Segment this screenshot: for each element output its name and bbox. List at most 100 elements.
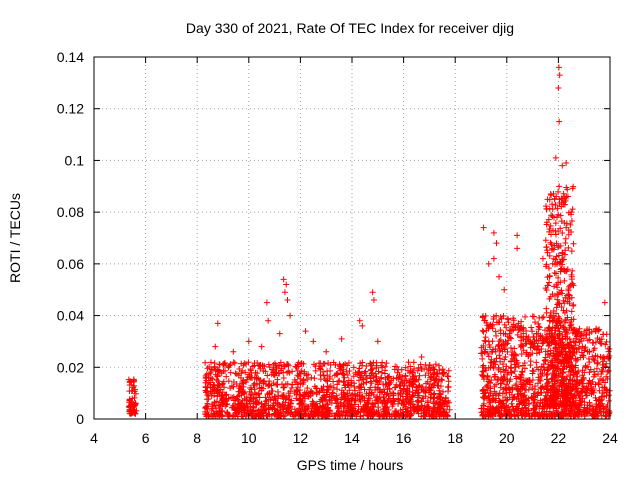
data-point [382, 400, 389, 407]
data-point [297, 400, 304, 407]
data-point [243, 413, 250, 420]
data-point [488, 377, 495, 384]
data-point [370, 404, 377, 411]
data-point [548, 241, 555, 248]
data-point [563, 329, 570, 336]
data-point [214, 381, 221, 388]
data-point [514, 412, 521, 419]
data-point [503, 324, 510, 331]
data-point [239, 389, 246, 396]
data-point [410, 381, 417, 388]
data-point [265, 317, 272, 324]
data-point [490, 316, 497, 323]
data-point [574, 329, 581, 336]
data-point [343, 368, 350, 375]
data-point [372, 370, 379, 377]
data-point [588, 387, 595, 394]
data-point [562, 235, 569, 242]
data-point [485, 260, 492, 267]
data-point [295, 373, 302, 380]
axis-ticks: 4 6 8 10 12 14 16 18 20 22 24 0 0.02 0.04 0.06 0.08 0.1 0… [57, 49, 618, 446]
data-point [508, 327, 515, 334]
data-point [557, 258, 564, 265]
data-point [532, 319, 539, 326]
data-point [360, 412, 367, 419]
data-point [247, 394, 254, 401]
data-point [514, 331, 521, 338]
data-point [589, 353, 596, 360]
data-point [542, 356, 549, 363]
data-point [480, 224, 487, 231]
data-point [241, 404, 248, 411]
data-point [556, 199, 563, 206]
data-point [498, 342, 505, 349]
data-point [539, 370, 546, 377]
data-point [598, 412, 605, 419]
data-point [305, 393, 312, 400]
data-point [527, 362, 534, 369]
data-point [509, 349, 516, 356]
data-point [537, 400, 544, 407]
data-point [294, 372, 301, 379]
data-point [592, 328, 599, 335]
data-point [257, 365, 264, 372]
data-point [315, 407, 322, 414]
data-point [313, 391, 320, 398]
data-point [513, 357, 520, 364]
data-point [534, 390, 541, 397]
data-point [555, 64, 562, 71]
data-point [549, 245, 556, 252]
data-point [410, 374, 417, 381]
data-point [568, 385, 575, 392]
data-point [339, 370, 346, 377]
data-point [216, 411, 223, 418]
data-point [576, 325, 583, 332]
y-tick-label: 0.14 [57, 49, 84, 65]
grid-lines [94, 57, 610, 419]
data-point [555, 252, 562, 259]
data-point [366, 372, 373, 379]
data-point [212, 367, 219, 374]
data-point [559, 366, 566, 373]
data-point [232, 409, 239, 416]
data-point [248, 374, 255, 381]
data-point [573, 392, 580, 399]
data-point [366, 395, 373, 402]
data-point [204, 400, 211, 407]
data-point [403, 409, 410, 416]
data-point [235, 372, 242, 379]
data-point [547, 231, 554, 238]
data-point [555, 354, 562, 361]
data-point [525, 353, 532, 360]
data-point [440, 369, 447, 376]
data-point [559, 358, 566, 365]
data-point [205, 374, 212, 381]
data-point [554, 205, 561, 212]
data-point [209, 405, 216, 412]
data-point [600, 390, 607, 397]
y-tick-label: 0.12 [57, 101, 84, 117]
data-point [424, 378, 431, 385]
data-point [300, 411, 307, 418]
data-point [569, 267, 576, 274]
data-point [502, 407, 509, 414]
data-point [563, 224, 570, 231]
data-point [369, 365, 376, 372]
data-point [486, 399, 493, 406]
data-point [599, 361, 606, 368]
data-point [368, 410, 375, 417]
data-point [286, 369, 293, 376]
data-point [520, 347, 527, 354]
data-point [302, 328, 309, 335]
data-point [490, 346, 497, 353]
data-point [397, 389, 404, 396]
data-point [216, 369, 223, 376]
data-point [431, 413, 438, 420]
data-point [357, 396, 364, 403]
data-point [554, 284, 561, 291]
data-point [482, 394, 489, 401]
data-point [265, 382, 272, 389]
data-point [250, 395, 257, 402]
data-point [242, 379, 249, 386]
data-point [280, 369, 287, 376]
